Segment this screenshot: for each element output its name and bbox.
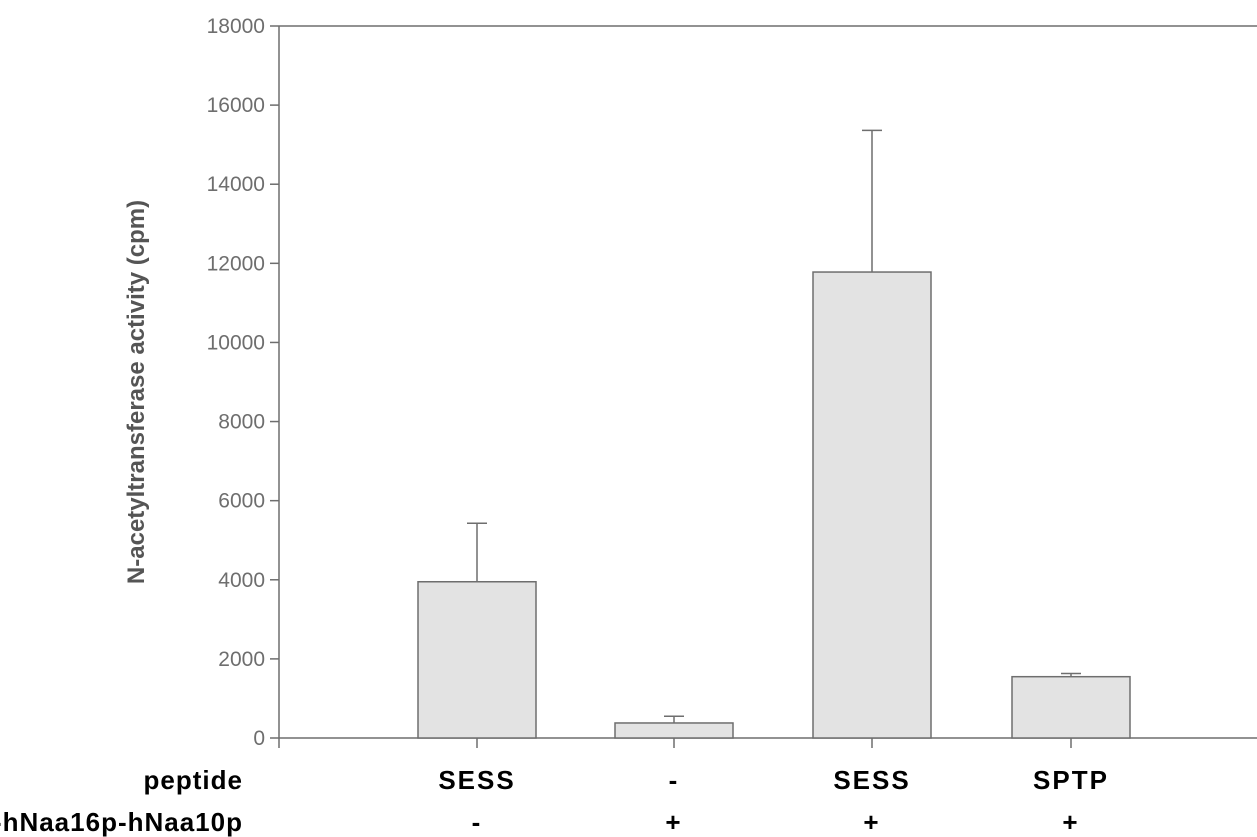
y-tick-label: 4000 bbox=[218, 569, 265, 592]
y-tick-label: 2000 bbox=[218, 648, 265, 671]
condition-table: peptide SESS - SESS SPTP IP-hNaa16p-hNaa10p - +… bbox=[0, 765, 1109, 837]
bars bbox=[417, 271, 1131, 739]
bar bbox=[614, 722, 734, 739]
y-axis: 0 2000 4000 6000 8000 10000 12000 14000 16000 180… bbox=[207, 15, 279, 750]
x-axis bbox=[278, 738, 1072, 748]
error-bars bbox=[467, 129, 1081, 723]
y-tick-label: 18000 bbox=[207, 15, 265, 38]
condition-value: - bbox=[472, 807, 483, 837]
condition-row-label: peptide bbox=[144, 765, 243, 795]
condition-value: SPTP bbox=[1033, 765, 1109, 795]
y-tick-label: 10000 bbox=[207, 331, 265, 354]
y-tick-label: 14000 bbox=[207, 173, 265, 196]
bar bbox=[417, 581, 537, 739]
y-axis-title: N-acetyltransferase activity (cpm) bbox=[123, 200, 150, 584]
condition-value: - bbox=[669, 765, 680, 795]
condition-value: SESS bbox=[833, 765, 910, 795]
bar bbox=[1011, 675, 1131, 739]
condition-value: + bbox=[1062, 807, 1079, 837]
condition-value: SESS bbox=[438, 765, 515, 795]
condition-value: + bbox=[863, 807, 880, 837]
condition-value: + bbox=[665, 807, 682, 837]
y-tick-label: 0 bbox=[253, 727, 265, 750]
condition-row-label: IP-hNaa16p-hNaa10p bbox=[0, 807, 243, 837]
bar bbox=[812, 271, 932, 739]
y-tick-label: 12000 bbox=[207, 252, 265, 275]
y-tick-label: 8000 bbox=[218, 411, 265, 434]
y-tick-label: 6000 bbox=[218, 490, 265, 513]
y-tick-label: 16000 bbox=[207, 94, 265, 117]
